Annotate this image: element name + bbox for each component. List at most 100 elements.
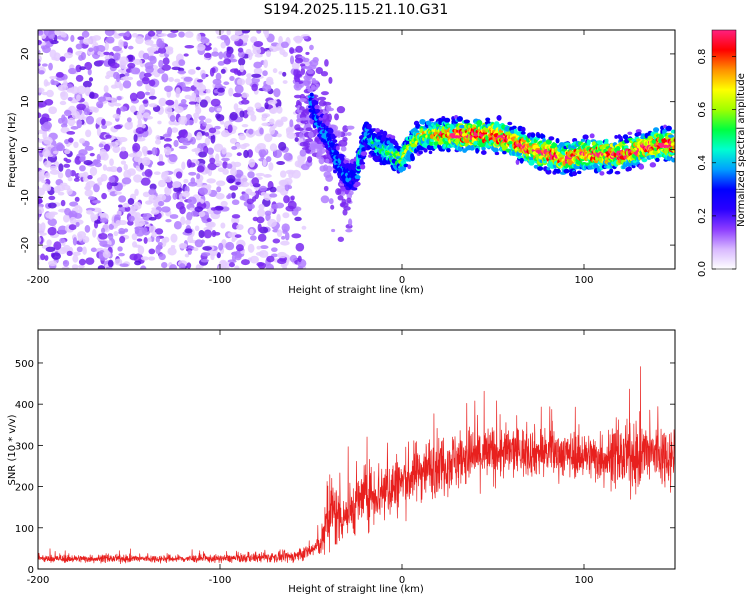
spectrogram-cell xyxy=(141,76,150,85)
spectrogram-cell xyxy=(105,75,111,80)
spectrogram-cell xyxy=(334,113,339,121)
spectrogram-cell xyxy=(38,68,40,72)
spectrogram-cell xyxy=(161,64,172,71)
spectrogram-cell xyxy=(307,156,313,163)
spectrogram-cell xyxy=(128,215,135,222)
spectrogram-cell xyxy=(188,68,196,75)
spectrogram-cell xyxy=(339,201,349,208)
spectrogram-cell xyxy=(210,207,217,211)
spectrogram-cell xyxy=(71,264,79,269)
spectrogram-cell xyxy=(31,245,38,253)
spectrogram-cell xyxy=(38,70,45,75)
spectrogram-cell xyxy=(217,87,225,93)
spectrogram-cell xyxy=(209,157,216,164)
spectrogram-cell xyxy=(515,159,520,165)
spectrogram-cell xyxy=(97,209,102,216)
spectrogram-cell xyxy=(301,225,307,230)
spectrogram-cell xyxy=(303,81,309,87)
spectrogram-cell xyxy=(193,247,199,252)
spectrogram-cell xyxy=(325,121,330,127)
spectrogram-cell xyxy=(314,109,321,113)
spectrogram-cell xyxy=(226,30,231,36)
spectrogram-cell xyxy=(125,30,131,38)
spectrogram-cell xyxy=(492,147,499,153)
spectrogram-cell xyxy=(410,155,415,162)
spectrogram-cell xyxy=(249,255,259,264)
spectrogram-cell xyxy=(348,218,353,227)
spectrogram-cell xyxy=(38,87,45,93)
spectrogram-cell xyxy=(117,246,123,252)
spectrogram-cell xyxy=(318,100,327,107)
spectrogram-cell xyxy=(444,117,451,123)
snr-y-tick-label: 500 xyxy=(15,359,34,370)
spectrogram-cell xyxy=(252,47,262,55)
spectrogram-cell xyxy=(218,51,224,60)
spectrogram-cell xyxy=(328,76,333,84)
spectrogram-cell xyxy=(308,131,314,138)
spectrogram-cell xyxy=(342,209,348,216)
spectrogram-cell xyxy=(342,136,348,142)
spectrogram-cell xyxy=(250,114,257,122)
spectrogram-cell xyxy=(32,210,36,216)
spectrogram-cell xyxy=(220,34,229,41)
spectrogram-cell xyxy=(221,147,227,155)
spectrogram-cell xyxy=(64,138,70,145)
spectrogram-cell xyxy=(183,178,189,184)
spectrogram-cell xyxy=(609,168,614,174)
spectrogram-cell xyxy=(169,264,178,269)
spectrogram-cell xyxy=(169,115,176,122)
spectrogram-cell xyxy=(157,179,167,188)
spectrogram-cell xyxy=(196,43,206,51)
spectrogram-cell xyxy=(157,161,165,166)
spectrogram-cell xyxy=(121,177,132,185)
spectrogram-cell xyxy=(93,107,99,113)
spectrogram-cell xyxy=(141,156,151,166)
spectrogram-cell xyxy=(599,171,605,176)
spectrogram-cell xyxy=(115,53,121,57)
spectrogram-cell xyxy=(278,141,287,151)
spectrogram-cell xyxy=(53,241,62,251)
spectrogram-cell xyxy=(178,145,188,150)
spectrogram-cell xyxy=(324,59,329,67)
spectrogram-cell xyxy=(299,97,307,102)
spectrogram-cell xyxy=(67,117,76,127)
spectrogram-cell xyxy=(78,55,84,61)
spectrogram-cell xyxy=(614,135,618,139)
spectrogram-cell xyxy=(72,237,78,246)
spectrogram-cell xyxy=(148,248,156,255)
spectrogram-cell xyxy=(136,110,143,120)
spectrogram-cell xyxy=(289,55,295,65)
spectrogram-cell xyxy=(280,116,288,122)
spectrogram-cell xyxy=(545,169,552,175)
colorbar-tick-label: 0.6 xyxy=(697,102,708,118)
spectrogram-cell xyxy=(63,163,71,168)
spectrogram-cell xyxy=(220,41,226,49)
spectrogram-cell xyxy=(124,72,130,77)
spectrogram-cell xyxy=(280,263,286,268)
spectrogram-cell xyxy=(305,51,310,55)
spectrogram-cell xyxy=(185,219,191,225)
spectrogram-cell xyxy=(294,57,304,64)
spectrogram-cell xyxy=(148,194,158,204)
spectrogram-cell xyxy=(157,120,162,125)
spectrogram-cell xyxy=(123,202,130,208)
spectrogram-cell xyxy=(198,229,205,239)
snr-y-axis-label: SNR (10 * v/v) xyxy=(7,414,18,485)
spectrogram-cell xyxy=(97,265,106,269)
spectrogram-cell xyxy=(59,100,67,106)
spectrogram-cell xyxy=(175,171,183,179)
spectrogram-cell xyxy=(115,73,121,83)
spectrogram-cell xyxy=(84,189,93,197)
spectrogram-cell xyxy=(251,83,258,92)
spectrogram-cell xyxy=(148,216,157,221)
spectrogram-cell xyxy=(178,59,186,66)
spectrogram-cell xyxy=(38,112,42,119)
spectrogram-cell xyxy=(240,30,251,34)
spectrogram-cell xyxy=(295,73,303,77)
spectrogram-cell xyxy=(92,35,102,41)
spectrogram-cell xyxy=(239,110,245,118)
spectrogram-cell xyxy=(272,68,278,74)
spectrogram-cell xyxy=(240,259,250,266)
spectrogram-cell xyxy=(390,135,396,139)
spectrogram-cell xyxy=(89,91,95,99)
